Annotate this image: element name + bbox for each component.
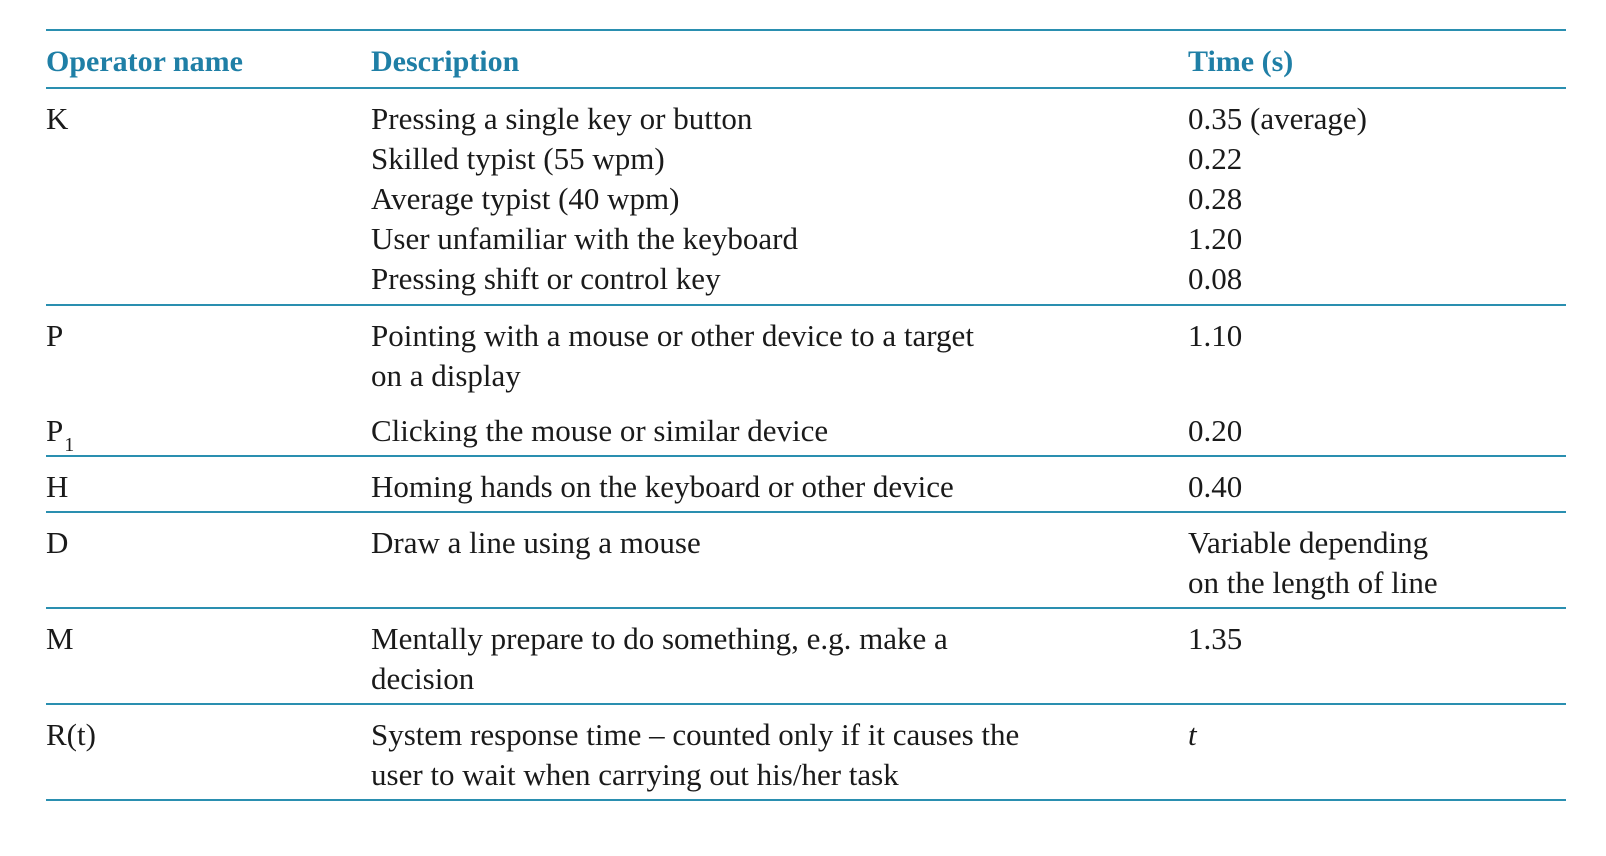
time-k-3: 0.28 (1188, 181, 1243, 216)
description-r-2: user to wait when carrying out his/her t… (371, 757, 899, 792)
description-m-1: Mentally prepare to do something, e.g. m… (371, 621, 948, 656)
operator-p: P (46, 318, 64, 353)
time-d-1: Variable depending (1188, 525, 1429, 560)
description-p-1: Pointing with a mouse or other device to… (371, 318, 974, 353)
time-m: 1.35 (1188, 621, 1243, 656)
description-k-2: Skilled typist (55 wpm) (371, 141, 665, 176)
time-k-1: 0.35 (average) (1188, 101, 1368, 136)
table-row-p: P Pointing with a mouse or other device … (46, 306, 1566, 457)
description-h: Homing hands on the keyboard or other de… (371, 469, 954, 504)
operator-p1: P1 (46, 411, 75, 456)
operator-p1-letter: P (46, 413, 64, 448)
time-k-2: 0.22 (1188, 141, 1243, 176)
time-k-5: 0.08 (1188, 261, 1243, 296)
table-row-m: M Mentally prepare to do something, e.g.… (46, 609, 1566, 705)
header-description: Description (371, 45, 520, 78)
operator-d: D (46, 525, 69, 560)
description-d: Draw a line using a mouse (371, 525, 701, 560)
time-d-2: on the length of line (1188, 565, 1438, 600)
description-k-5: Pressing shift or control key (371, 261, 721, 296)
table-header: Operator name Description Time (s) (46, 31, 1566, 89)
operator-m: M (46, 621, 74, 656)
header-time: Time (s) (1188, 45, 1294, 78)
time-p1: 0.20 (1188, 413, 1243, 448)
time-r: t (1188, 717, 1197, 752)
description-m-2: decision (371, 661, 475, 696)
table-row-d: D Draw a line using a mouse Variable dep… (46, 513, 1566, 609)
description-k-3: Average typist (40 wpm) (371, 181, 680, 216)
description-p-2: on a display (371, 358, 521, 393)
operator-h: H (46, 469, 69, 504)
description-k-1: Pressing a single key or button (371, 101, 753, 136)
operator-table: Operator name Description Time (s) K Pre… (46, 29, 1566, 801)
time-k-4: 1.20 (1188, 221, 1243, 256)
operator-p1-subscript: 1 (64, 434, 75, 456)
description-r-1: System response time – counted only if i… (371, 717, 1020, 752)
time-h: 0.40 (1188, 469, 1243, 504)
time-p: 1.10 (1188, 318, 1243, 353)
table-row-r: R(t) System response time – counted only… (46, 705, 1566, 801)
description-k-4: User unfamiliar with the keyboard (371, 221, 798, 256)
operator-k: K (46, 101, 69, 136)
table-row-k: K Pressing a single key or button 0.35 (… (46, 89, 1566, 306)
description-p1: Clicking the mouse or similar device (371, 413, 829, 448)
operator-r: R(t) (46, 717, 96, 752)
header-operator-name: Operator name (46, 45, 243, 78)
table-row-h: H Homing hands on the keyboard or other … (46, 457, 1566, 513)
